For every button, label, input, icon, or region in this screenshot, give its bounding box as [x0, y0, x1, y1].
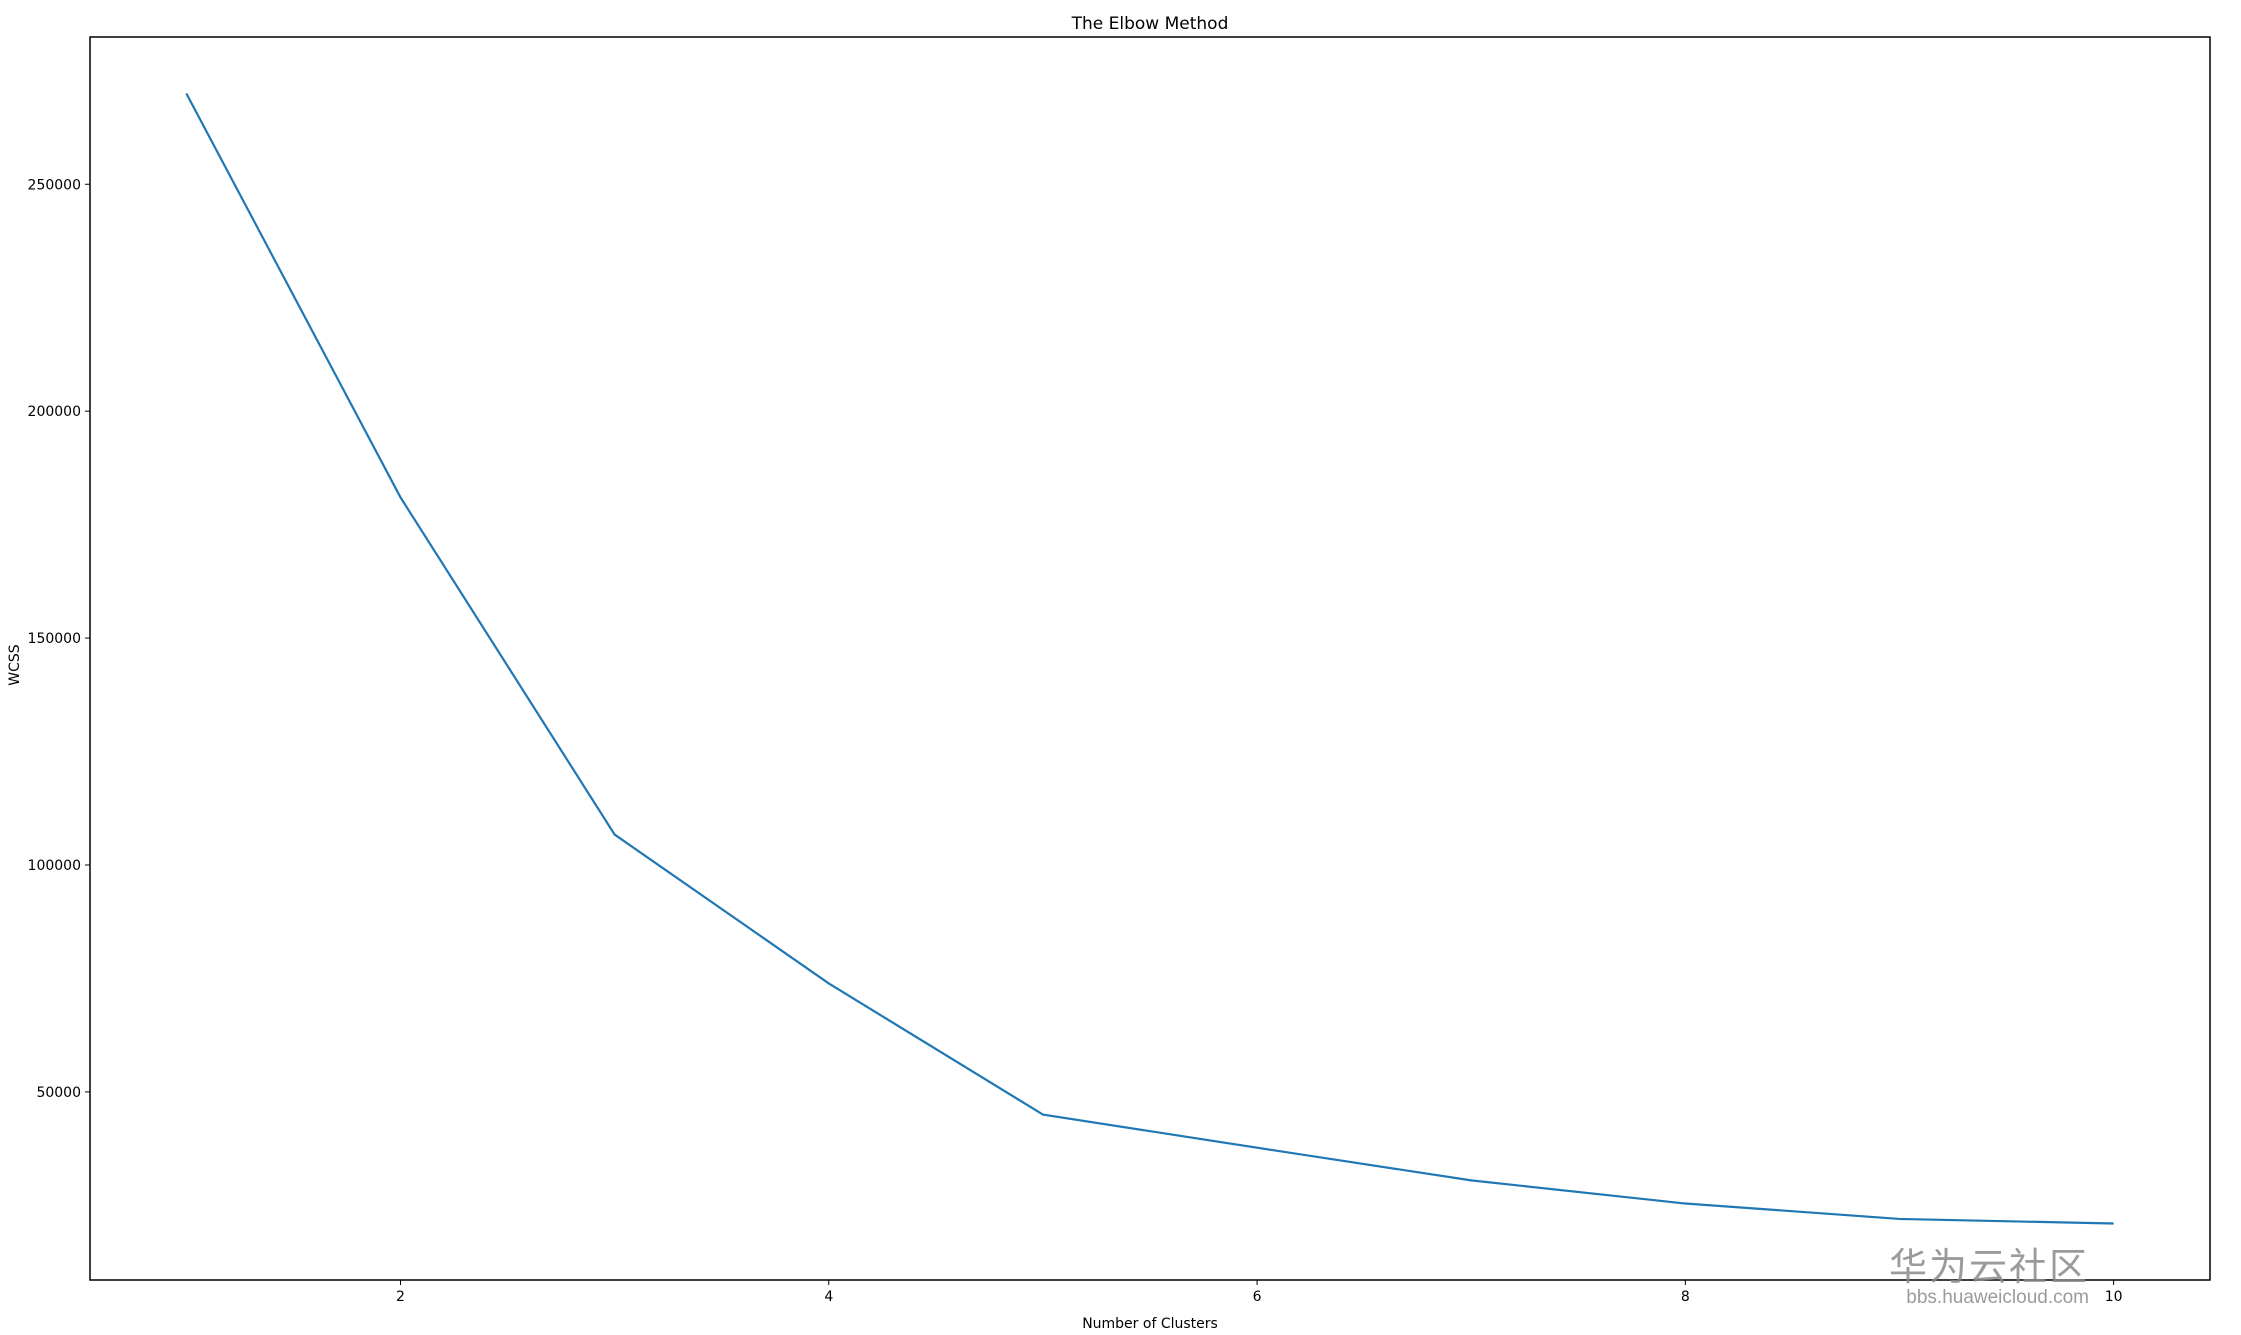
- y-tick-label: 100000: [28, 858, 81, 874]
- x-tick-label: 8: [1681, 1289, 1690, 1305]
- chart-title: The Elbow Method: [1071, 14, 1229, 34]
- x-tick-label: 4: [824, 1289, 833, 1305]
- y-axis-label: WCSS: [7, 644, 23, 686]
- watermark-cn: 华为云社区: [1888, 1245, 2089, 1289]
- x-tick-label: 10: [2105, 1289, 2123, 1305]
- y-tick-label: 250000: [28, 177, 81, 193]
- y-tick-label: 150000: [28, 631, 81, 647]
- y-tick-label: 200000: [28, 404, 81, 420]
- y-tick-label: 50000: [36, 1085, 81, 1101]
- series-line: [185, 92, 2114, 1225]
- x-tick-label: 6: [1253, 1289, 1262, 1305]
- watermark: 华为云社区 bbs.huaweicloud.com: [1889, 1247, 2089, 1309]
- axes-frame: [89, 36, 2211, 1281]
- watermark-url: bbs.huaweicloud.com: [1906, 1287, 2089, 1308]
- x-tick-label: 2: [396, 1289, 405, 1305]
- x-axis-label: Number of Clusters: [1082, 1316, 1218, 1332]
